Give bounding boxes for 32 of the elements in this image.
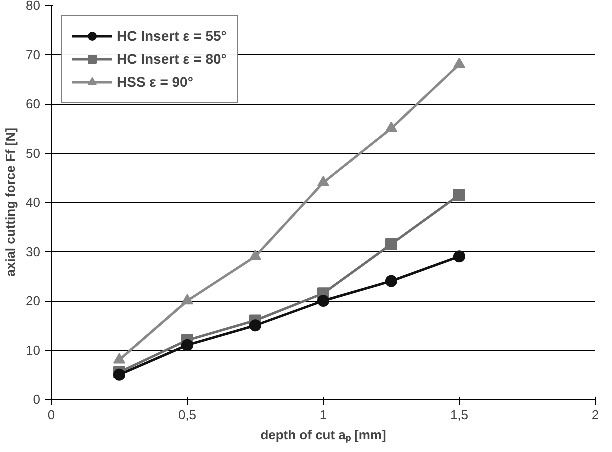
y-tick-label: 0 xyxy=(33,392,41,407)
x-axis-title: depth of cut aₚ [mm] xyxy=(260,428,386,444)
point xyxy=(114,368,126,381)
point xyxy=(386,238,398,250)
y-tick-label: 20 xyxy=(26,294,41,308)
point xyxy=(182,294,194,305)
y-tick-label: 60 xyxy=(26,96,41,112)
x-tick-label: 1 xyxy=(320,408,328,422)
y-axis-title: axial cutting force Ff [N] xyxy=(3,128,18,277)
x-tick-label: 0,5 xyxy=(178,408,197,422)
y-tick-label: 70 xyxy=(26,47,41,62)
point xyxy=(386,275,398,288)
point xyxy=(182,339,194,352)
y-tick-label: 40 xyxy=(26,195,41,210)
point xyxy=(454,58,466,68)
legend-label: HSS ε = 90° xyxy=(117,74,194,90)
y-tick-label: 10 xyxy=(26,342,41,358)
point xyxy=(454,250,466,263)
x-tick-label: 2 xyxy=(592,408,600,422)
x-tick-label: 0 xyxy=(48,408,56,422)
point xyxy=(318,176,330,186)
legend-label: HC Insert ε = 80° xyxy=(117,51,227,67)
point xyxy=(454,189,466,202)
point xyxy=(386,122,398,132)
point xyxy=(318,295,330,307)
y-tick-label: 80 xyxy=(26,0,41,13)
point xyxy=(250,250,262,260)
legend-label: HC Insert ε = 55° xyxy=(117,28,227,44)
point xyxy=(250,320,262,332)
y-tick-label: 50 xyxy=(26,146,41,161)
y-tick-label: 30 xyxy=(26,244,41,260)
x-tick-label: 1,5 xyxy=(450,408,469,422)
